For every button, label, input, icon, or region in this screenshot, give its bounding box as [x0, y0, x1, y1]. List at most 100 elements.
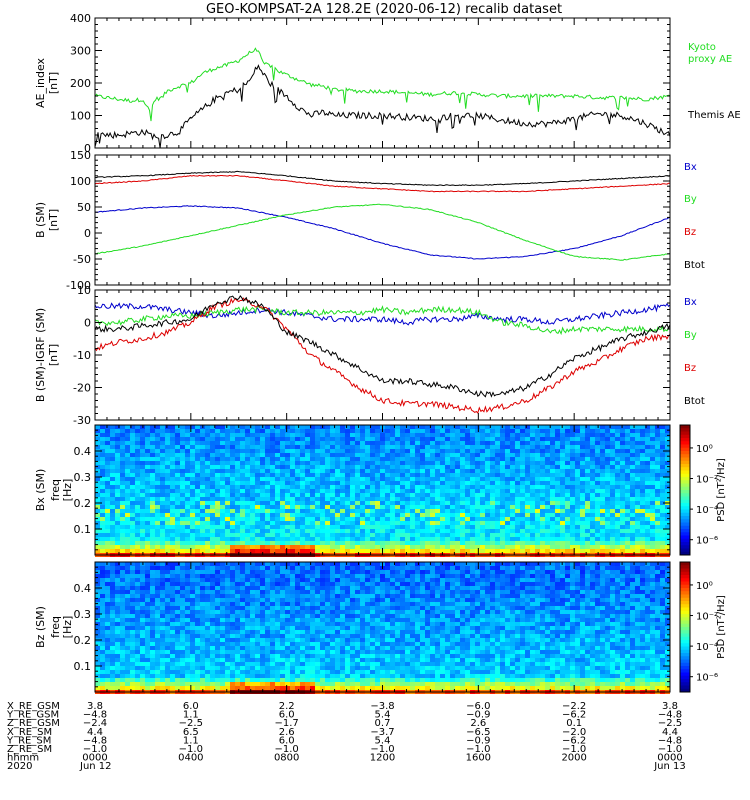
- spectrogram-cell: [165, 457, 170, 461]
- spectrogram-cell: [390, 437, 395, 441]
- spectrogram-cell: [330, 425, 335, 429]
- spectrogram-cell: [180, 449, 185, 453]
- spectrogram-cell: [260, 513, 265, 517]
- spectrogram-cell: [405, 441, 410, 445]
- spectrogram-cell: [575, 545, 580, 549]
- spectrogram-cell: [375, 513, 380, 517]
- spectrogram-cell: [490, 509, 495, 513]
- spectrogram-cell: [255, 441, 260, 445]
- spectrogram-cell: [375, 521, 380, 525]
- spectrogram-cell: [140, 678, 145, 682]
- spectrogram-cell: [180, 517, 185, 521]
- spectrogram-cell: [180, 549, 185, 553]
- spectrogram-cell: [120, 549, 125, 553]
- spectrogram-cell: [120, 570, 125, 574]
- spectrogram-cell: [465, 505, 470, 509]
- spectrogram-cell: [105, 598, 110, 602]
- spectrogram-cell: [305, 529, 310, 533]
- spectrogram-cell: [445, 545, 450, 549]
- spectrogram-cell: [365, 505, 370, 509]
- spectrogram-cell: [655, 521, 660, 525]
- spectrogram-cell: [170, 533, 175, 537]
- spectrogram-cell: [305, 441, 310, 445]
- spectrogram-cell: [155, 666, 160, 670]
- spectrogram-cell: [575, 461, 580, 465]
- spectrogram-cell: [195, 465, 200, 469]
- spectrogram-cell: [95, 541, 100, 545]
- spectrogram-cell: [580, 465, 585, 469]
- spectrogram-cell: [285, 453, 290, 457]
- spectrogram-cell: [100, 610, 105, 614]
- spectrogram-cell: [175, 429, 180, 433]
- spectrogram-cell: [520, 445, 525, 449]
- spectrogram-cell: [350, 497, 355, 501]
- spectrogram-cell: [95, 582, 100, 586]
- spectrogram-cell: [140, 626, 145, 630]
- spectrogram-cell: [375, 545, 380, 549]
- spectrogram-cell: [315, 529, 320, 533]
- spectrogram-cell: [310, 533, 315, 537]
- spectrogram-cell: [460, 445, 465, 449]
- spectrogram-cell: [175, 477, 180, 481]
- spectrogram-cell: [135, 501, 140, 505]
- spectrogram-cell: [310, 457, 315, 461]
- spectrogram-cell: [340, 437, 345, 441]
- spectrogram-cell: [410, 465, 415, 469]
- spectrogram-cell: [420, 449, 425, 453]
- spectrogram-cell: [110, 638, 115, 642]
- spectrogram-cell: [355, 521, 360, 525]
- spectrogram-cell: [515, 461, 520, 465]
- spectrogram-cell: [400, 545, 405, 549]
- spectrogram-cell: [360, 545, 365, 549]
- spectrogram-cell: [535, 457, 540, 461]
- spectrogram-cell: [145, 626, 150, 630]
- spectrogram-cell: [120, 578, 125, 582]
- spectrogram-cell: [115, 473, 120, 477]
- spectrogram-cell: [125, 686, 130, 690]
- spectrogram-cell: [170, 429, 175, 433]
- spectrogram-cell: [340, 425, 345, 429]
- spectrogram-cell: [600, 469, 605, 473]
- spectrogram-cell: [200, 513, 205, 517]
- spectrogram-cell: [195, 549, 200, 553]
- spectrogram-cell: [305, 501, 310, 505]
- spectrogram-cell: [390, 489, 395, 493]
- spectrogram-cell: [430, 529, 435, 533]
- spectrogram-cell: [155, 433, 160, 437]
- spectrogram-cell: [490, 529, 495, 533]
- spectrogram-cell: [385, 473, 390, 477]
- spectrogram-cell: [390, 505, 395, 509]
- spectrogram-cell: [505, 473, 510, 477]
- spectrogram-cell: [575, 433, 580, 437]
- spectrogram-cell: [485, 437, 490, 441]
- spectrogram-cell: [245, 425, 250, 429]
- spectrogram-cell: [660, 501, 665, 505]
- spectrogram-cell: [385, 545, 390, 549]
- spectrogram-cell: [345, 537, 350, 541]
- spectrogram-cell: [420, 493, 425, 497]
- spectrogram-cell: [250, 497, 255, 501]
- spectrogram-cell: [290, 461, 295, 465]
- spectrogram-cell: [610, 481, 615, 485]
- spectrogram-cell: [290, 545, 295, 549]
- spectrogram-cell: [305, 533, 310, 537]
- spectrogram-cell: [355, 549, 360, 553]
- spectrogram-cell: [280, 489, 285, 493]
- spectrogram-cell: [180, 445, 185, 449]
- spectrogram-cell: [400, 457, 405, 461]
- spectrogram-cell: [575, 521, 580, 525]
- spectrogram-cell: [325, 461, 330, 465]
- spectrogram-cell: [515, 541, 520, 545]
- spectrogram-cell: [490, 541, 495, 545]
- spectrogram-cell: [555, 445, 560, 449]
- spectrogram-cell: [485, 453, 490, 457]
- spectrogram-cell: [590, 477, 595, 481]
- spectrogram-cell: [430, 497, 435, 501]
- spectrogram-cell: [570, 477, 575, 481]
- spectrogram-cell: [190, 429, 195, 433]
- spectrogram-cell: [190, 481, 195, 485]
- spectrogram-cell: [295, 429, 300, 433]
- spectrogram-cell: [105, 574, 110, 578]
- spectrogram-cell: [100, 477, 105, 481]
- spectrogram-cell: [595, 545, 600, 549]
